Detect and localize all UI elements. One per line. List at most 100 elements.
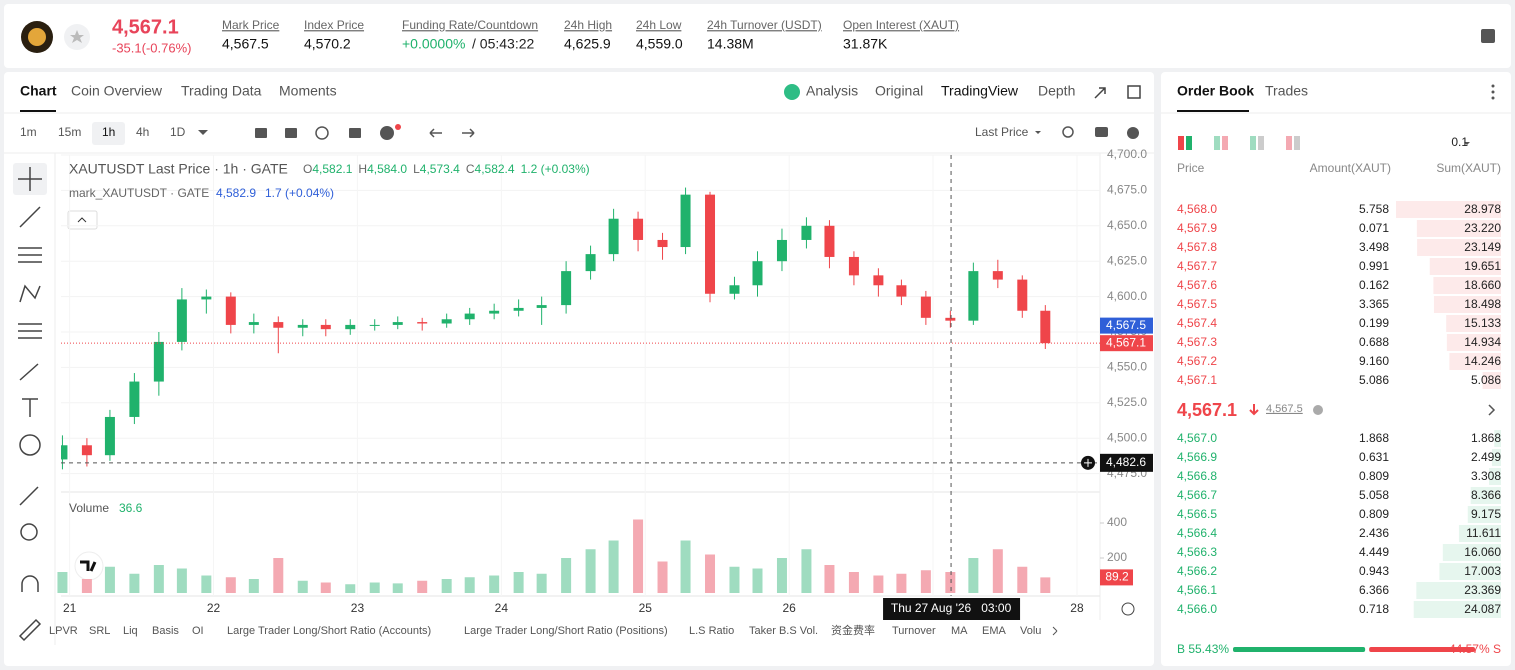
- expand-icon[interactable]: [1094, 87, 1106, 99]
- camera-icon[interactable]: [1095, 127, 1108, 137]
- indicator[interactable]: Basis: [152, 625, 179, 637]
- fib-tool[interactable]: [18, 323, 42, 339]
- book-price[interactable]: 4,567.3: [1177, 335, 1217, 349]
- candle-body: [729, 285, 740, 294]
- dropdown-icon[interactable]: [198, 130, 208, 135]
- depth-bar: [1446, 334, 1501, 351]
- book-price[interactable]: 4,567.2: [1177, 354, 1217, 368]
- tab[interactable]: Trading Data: [181, 83, 262, 99]
- tab[interactable]: Chart: [20, 83, 57, 99]
- book-price[interactable]: 4,566.0: [1177, 602, 1217, 616]
- emoji-tool[interactable]: [19, 434, 41, 456]
- indicator[interactable]: EMA: [982, 625, 1007, 637]
- tab[interactable]: Moments: [279, 83, 337, 99]
- interval[interactable]: 4h: [136, 125, 149, 139]
- indicator[interactable]: LPVR: [49, 625, 78, 637]
- book-price[interactable]: 4,567.7: [1177, 259, 1217, 273]
- zoom-tool[interactable]: [20, 523, 38, 541]
- chevron[interactable]: [1488, 404, 1496, 416]
- icon[interactable]: [1178, 136, 1184, 150]
- indicator[interactable]: Large Trader Long/Short Ratio (Accounts): [227, 625, 431, 637]
- icon[interactable]: [315, 126, 329, 140]
- pattern-tool[interactable]: [19, 284, 41, 303]
- view-tab[interactable]: Analysis: [806, 83, 858, 99]
- view-tab[interactable]: Original: [875, 83, 923, 99]
- icon[interactable]: [1250, 136, 1256, 150]
- icon[interactable]: [1294, 136, 1300, 150]
- magnet-tool[interactable]: [21, 575, 39, 592]
- search-icon[interactable]: [1062, 126, 1074, 138]
- book-price[interactable]: 4,566.2: [1177, 564, 1217, 578]
- book-amount: 4.449: [1359, 545, 1389, 559]
- crosshair-tool[interactable]: [18, 167, 42, 191]
- icon[interactable]: [380, 126, 394, 140]
- interval[interactable]: 1D: [170, 125, 186, 139]
- book-price[interactable]: 4,566.5: [1177, 507, 1217, 521]
- book-amount: 0.809: [1359, 507, 1389, 521]
- book-price[interactable]: 4,567.5: [1177, 297, 1217, 311]
- indicator[interactable]: Liq: [123, 625, 138, 637]
- book-price[interactable]: 4,566.8: [1177, 469, 1217, 483]
- indicator[interactable]: OI: [192, 625, 204, 637]
- indicator[interactable]: Volu: [1020, 625, 1041, 637]
- tab[interactable]: Coin Overview: [71, 83, 163, 99]
- chevron[interactable]: [1052, 626, 1058, 636]
- price-source[interactable]: Last Price: [975, 125, 1029, 139]
- view-tab[interactable]: Depth: [1038, 83, 1075, 99]
- mark-change: 1.7 (+0.04%): [265, 186, 334, 200]
- book-price[interactable]: 4,566.3: [1177, 545, 1217, 559]
- window-icon[interactable]: [1127, 85, 1141, 99]
- icon[interactable]: [285, 128, 297, 138]
- book-price[interactable]: 4,567.9: [1177, 221, 1217, 235]
- book-price[interactable]: 4,566.7: [1177, 488, 1217, 502]
- pencil-tool[interactable]: [18, 618, 42, 642]
- icon[interactable]: [349, 128, 361, 138]
- indicator[interactable]: Taker B.S Vol.: [749, 625, 818, 637]
- book-price[interactable]: 4,567.1: [1177, 373, 1217, 387]
- icon[interactable]: [1258, 136, 1264, 150]
- menu-icon[interactable]: [1481, 29, 1495, 43]
- dropdown-icon[interactable]: [1035, 131, 1041, 134]
- indicator[interactable]: 资金费率: [831, 623, 875, 637]
- undo-icon[interactable]: [429, 128, 442, 138]
- book-sum: 3.308: [1471, 469, 1501, 483]
- redo-icon[interactable]: [462, 128, 475, 138]
- tab[interactable]: Trades: [1265, 83, 1308, 99]
- axis-settings[interactable]: [1121, 602, 1135, 616]
- indicator[interactable]: Large Trader Long/Short Ratio (Positions…: [464, 625, 668, 637]
- brush-tool[interactable]: [19, 363, 39, 381]
- settings-icon[interactable]: [1127, 127, 1139, 139]
- indicator[interactable]: Turnover: [892, 625, 936, 637]
- book-price[interactable]: 4,568.0: [1177, 202, 1217, 216]
- indicator[interactable]: SRL: [89, 625, 110, 637]
- icon[interactable]: [255, 128, 267, 138]
- line-tool[interactable]: [19, 206, 41, 228]
- book-price[interactable]: 4,567.8: [1177, 240, 1217, 254]
- book-price[interactable]: 4,567.0: [1177, 431, 1217, 445]
- ruler-tool[interactable]: [19, 486, 39, 506]
- book-price[interactable]: 4,567.4: [1177, 316, 1217, 330]
- chart-panel: [4, 72, 1154, 666]
- icon[interactable]: [1286, 136, 1292, 150]
- book-price[interactable]: 4,566.1: [1177, 583, 1217, 597]
- book-price[interactable]: 4,567.6: [1177, 278, 1217, 292]
- book-price[interactable]: 4,566.9: [1177, 450, 1217, 464]
- more-icon[interactable]: [1491, 84, 1495, 100]
- view-tab[interactable]: TradingView: [941, 83, 1019, 99]
- precision[interactable]: 0.1: [1451, 135, 1468, 149]
- text-tool[interactable]: [22, 398, 38, 417]
- interval[interactable]: 1m: [20, 125, 37, 139]
- dropdown-icon[interactable]: [1464, 142, 1470, 145]
- indicator[interactable]: L.S Ratio: [689, 625, 734, 637]
- candle-body: [320, 324, 331, 330]
- collapse-button[interactable]: [67, 210, 98, 230]
- icon[interactable]: [1186, 136, 1192, 150]
- interval[interactable]: 15m: [58, 125, 81, 139]
- icon[interactable]: [1214, 136, 1220, 150]
- interval[interactable]: 1h: [102, 125, 115, 139]
- indicator[interactable]: MA: [951, 625, 968, 637]
- tab[interactable]: Order Book: [1177, 83, 1254, 99]
- icon[interactable]: [1222, 136, 1228, 150]
- channel-tool[interactable]: [18, 247, 42, 263]
- book-price[interactable]: 4,566.4: [1177, 526, 1217, 540]
